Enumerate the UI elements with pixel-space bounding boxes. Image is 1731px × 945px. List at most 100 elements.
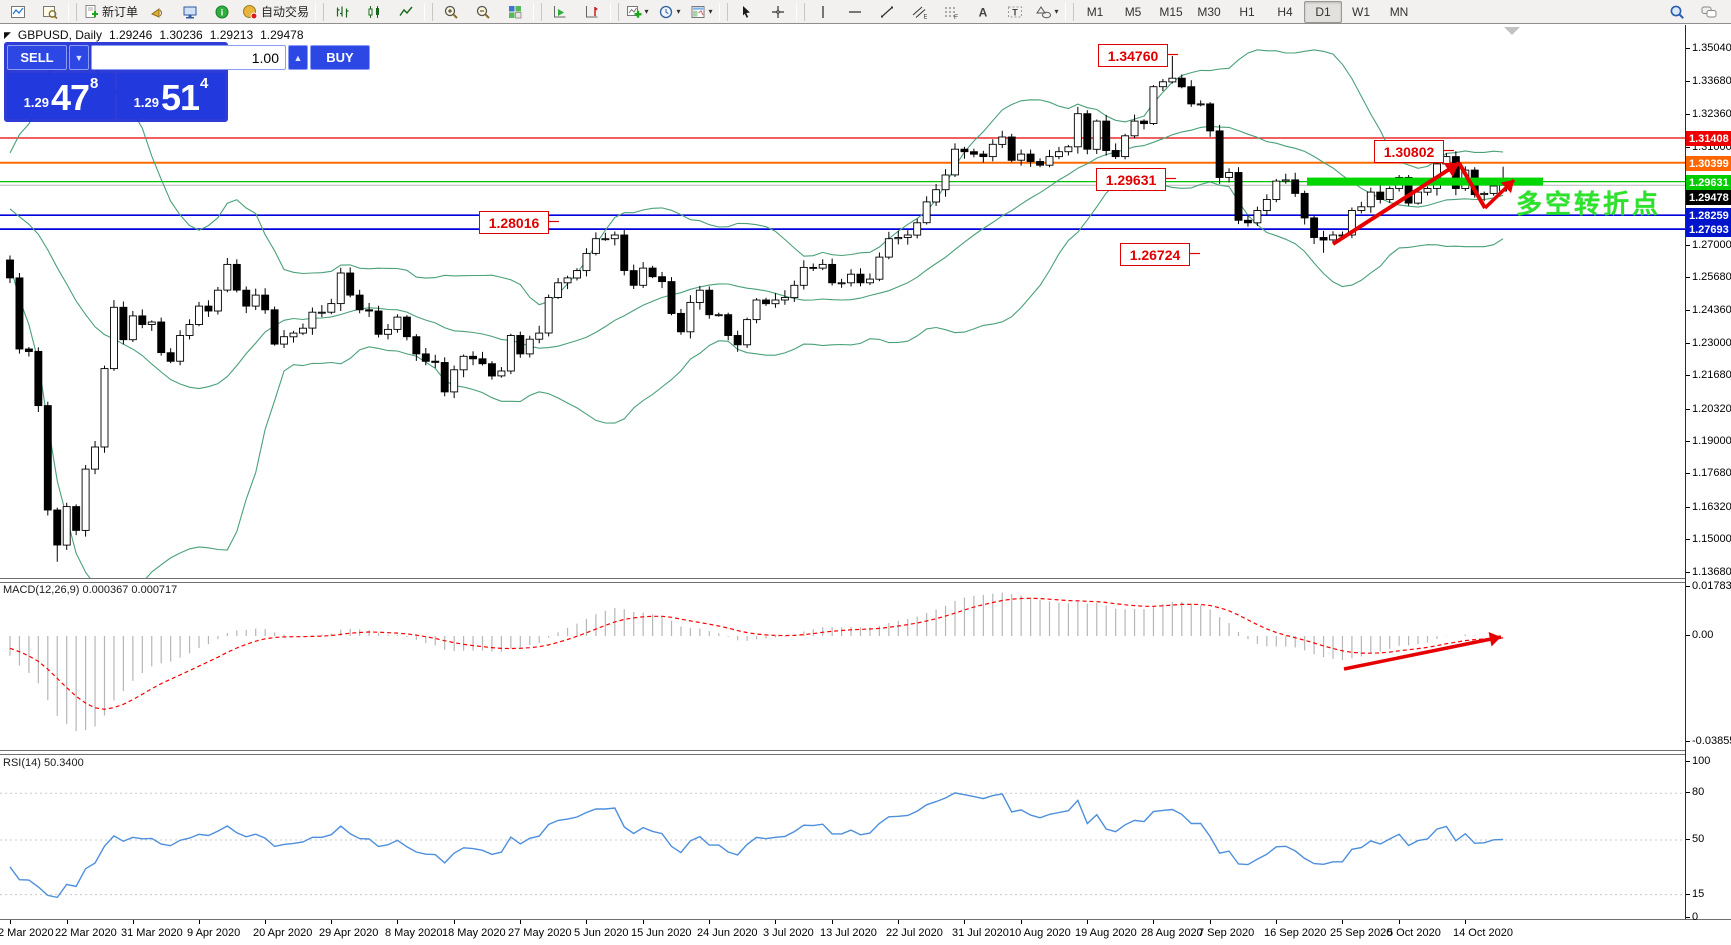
axis-tick-mark — [1686, 635, 1690, 636]
tf-m15-button[interactable]: M15 — [1152, 1, 1190, 23]
tf-m5-button[interactable]: M5 — [1114, 1, 1152, 23]
scroll-to-end-marker — [1504, 27, 1520, 35]
new-chart-icon — [11, 5, 25, 18]
chart-shift-button[interactable] — [576, 1, 608, 23]
price-annotation-label[interactable]: 1.26724 — [1120, 243, 1190, 266]
monitor-icon — [183, 6, 197, 18]
trendline-button[interactable] — [871, 1, 903, 23]
tf-m1-button[interactable]: M1 — [1076, 1, 1114, 23]
hline-icon — [849, 10, 862, 13]
toolbar-separator — [533, 2, 543, 21]
tf-d1-button[interactable]: D1 — [1304, 0, 1343, 23]
tf-w1-button[interactable]: W1 — [1342, 1, 1380, 23]
vline-button[interactable] — [807, 1, 839, 23]
buy-button[interactable]: BUY — [310, 45, 370, 70]
volume-input[interactable] — [91, 45, 286, 70]
ohlc-high: 1.30236 — [159, 28, 203, 42]
axis-tick-mark — [1686, 917, 1690, 918]
svg-text:A: A — [979, 5, 988, 19]
price-annotation-label[interactable]: 1.34760 — [1098, 44, 1168, 67]
templates-button[interactable]: ▾ — [685, 1, 717, 23]
pane-separator[interactable] — [0, 578, 1731, 583]
tf-mn-button[interactable]: MN — [1380, 1, 1418, 23]
chat-icon — [1701, 6, 1717, 17]
fibo-icon: F — [945, 7, 958, 20]
candlestick-button[interactable] — [358, 1, 390, 23]
dropdown-caret-icon: ▾ — [676, 7, 681, 16]
price-tick: 1.16320 — [1692, 501, 1731, 513]
date-label: 18 May 2020 — [442, 927, 506, 939]
date-label: 25 Sep 2020 — [1330, 927, 1393, 939]
tf-h4-button[interactable]: H4 — [1266, 1, 1304, 23]
shapes-button[interactable]: ▾ — [1031, 1, 1063, 23]
terminal-button[interactable] — [174, 1, 206, 23]
volume-increase-button[interactable]: ▲ — [288, 45, 308, 70]
channel-button[interactable]: E — [903, 1, 935, 23]
textT-icon: T — [1008, 6, 1023, 17]
date-label: 3 Jul 2020 — [763, 927, 814, 939]
chinese-annotation[interactable]: 多空转折点 — [1516, 189, 1662, 219]
hline-button[interactable] — [839, 1, 871, 23]
tiles-icon — [509, 5, 522, 18]
search-button[interactable] — [1661, 1, 1693, 23]
zoom-out-button[interactable] — [467, 1, 499, 23]
axis-tick-mark — [1686, 147, 1690, 148]
crosshair-icon — [772, 5, 785, 18]
profiles-button[interactable] — [34, 1, 66, 23]
toolbar-group — [435, 0, 531, 24]
axis-tick-mark — [1686, 586, 1690, 587]
subwindow-marker-icon: ◤ — [4, 30, 11, 40]
price-axis[interactable]: 1.35040 1.33680 1.32360 1.31000 1.27000 1.256… — [1685, 25, 1731, 923]
tf-d1-button-label: D1 — [1315, 4, 1331, 19]
cursor-button[interactable] — [730, 1, 762, 23]
search-icon — [1670, 5, 1684, 19]
crosshair-button[interactable] — [762, 1, 794, 23]
community-button[interactable]: i — [206, 1, 238, 23]
main-chart-canvas[interactable] — [0, 25, 1685, 578]
label-button[interactable]: T — [999, 1, 1031, 23]
time-tick-mark — [1399, 920, 1400, 924]
bar-chart-button[interactable] — [326, 1, 358, 23]
pane-separator[interactable] — [0, 750, 1731, 755]
line-chart-button[interactable] — [390, 1, 422, 23]
buy-price[interactable]: 1.29 51 4 — [117, 73, 225, 119]
price-tick: 0.017833 — [1692, 580, 1731, 592]
tf-h1-button[interactable]: H1 — [1228, 1, 1266, 23]
tf-m30-button[interactable]: M30 — [1190, 1, 1228, 23]
date-label: 5 Oct 2020 — [1387, 927, 1441, 939]
axis-tick-mark — [1686, 114, 1690, 115]
text-button[interactable]: A — [967, 1, 999, 23]
price-annotation-label[interactable]: 1.29631 — [1096, 168, 1166, 191]
price-annotation-label[interactable]: 1.28016 — [479, 211, 549, 234]
auto-scroll-button[interactable] — [544, 1, 576, 23]
periods-button[interactable]: ▾ — [653, 1, 685, 23]
sell-price-prefix: 1.29 — [23, 95, 49, 110]
chart-area[interactable]: 1.35040 1.33680 1.32360 1.31000 1.27000 1.256… — [0, 24, 1731, 945]
time-tick-mark — [331, 920, 332, 924]
axis-tick-mark — [1686, 277, 1690, 278]
sell-price[interactable]: 1.29 47 8 — [7, 73, 115, 119]
tf-mn-button-label: MN — [1389, 4, 1409, 19]
indicators-button[interactable]: ▾ — [621, 1, 653, 23]
tf-h1-button-label: H1 — [1239, 4, 1255, 19]
zoom-in-button[interactable] — [435, 1, 467, 23]
zoom-out-icon — [476, 5, 490, 19]
sell-button[interactable]: SELL — [7, 45, 67, 70]
volume-decrease-button[interactable]: ▼ — [69, 45, 89, 70]
tile-windows-button[interactable] — [499, 1, 531, 23]
new-order-button-label: 新订单 — [102, 5, 139, 19]
time-axis[interactable]: 2 Mar 2020 22 Mar 2020 31 Mar 2020 9 Apr 20… — [0, 920, 1731, 945]
tf-m30-button-label: M30 — [1197, 4, 1221, 19]
price-annotation-label[interactable]: 1.30802 — [1374, 140, 1444, 163]
price-tick: 1.15000 — [1692, 533, 1731, 545]
fibonacci-button[interactable]: F — [935, 1, 967, 23]
chat-button[interactable] — [1693, 1, 1725, 23]
new-chart-button[interactable] — [2, 1, 34, 23]
axis-tick-mark — [1686, 507, 1690, 508]
rsi-pane-canvas[interactable] — [0, 755, 1685, 919]
autotrading-button[interactable]: 自动交易 — [238, 1, 313, 23]
ohlc-open: 1.29246 — [108, 28, 153, 42]
alerts-button[interactable] — [142, 1, 174, 23]
new-order-button[interactable]: 新订单 — [79, 1, 142, 23]
macd-pane-canvas[interactable] — [0, 582, 1685, 750]
